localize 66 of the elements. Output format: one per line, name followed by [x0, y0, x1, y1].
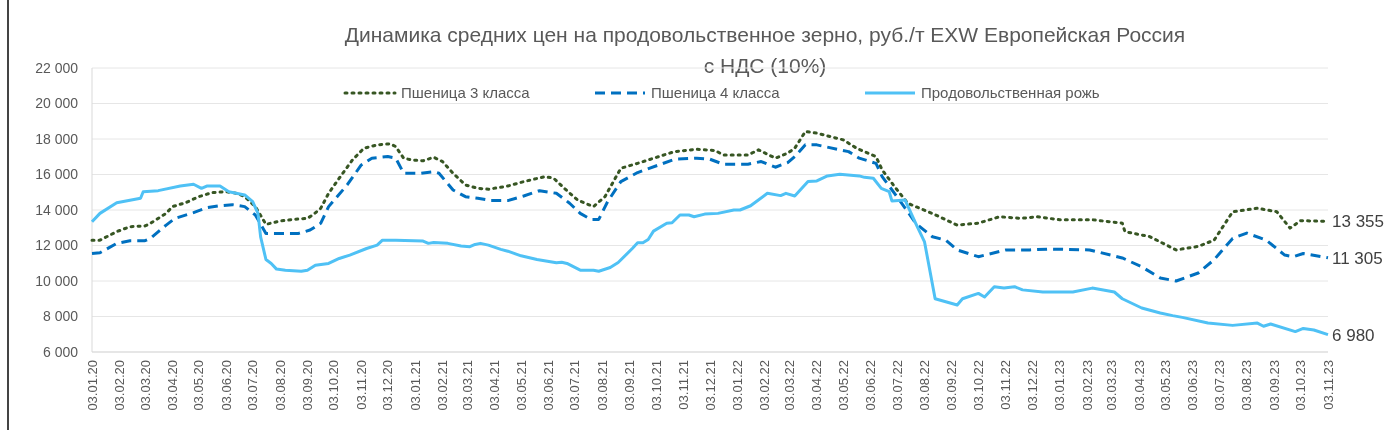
x-tick-label: 03.06.22 [863, 360, 879, 411]
legend-label: Пшеница 3 класса [401, 84, 531, 102]
x-tick-label: 03.10.22 [970, 360, 986, 411]
x-tick-label: 03.02.23 [1079, 360, 1095, 411]
x-tick-label: 03.06.20 [218, 360, 234, 411]
x-tick-label: 03.09.20 [299, 360, 315, 411]
x-tick-label: 03.10.23 [1293, 360, 1309, 411]
x-tick-label: 03.07.21 [567, 360, 583, 411]
x-tick-label: 03.11.23 [1320, 360, 1336, 410]
chart-title: Динамика средних цен на продовольственное зерно, руб./т EXW Европейская Россия [344, 23, 1186, 46]
x-tick-label: 03.03.23 [1104, 360, 1120, 411]
x-tick-label: 03.03.22 [782, 360, 798, 411]
line-series [90, 172, 1330, 337]
x-tick-label: 03.04.23 [1131, 360, 1147, 411]
y-tick-label: 6 000 [42, 343, 79, 360]
x-tick-label: 03.01.20 [84, 360, 100, 411]
annotation: 11 305 [1332, 248, 1383, 268]
x-tick-label: 03.08.20 [272, 360, 288, 411]
x-tick-label: 03.05.22 [835, 360, 851, 411]
x-tick-label: 03.09.22 [944, 360, 960, 411]
x-tick-label: 03.11.22 [998, 360, 1014, 410]
x-tick-label: 03.08.21 [594, 360, 610, 411]
x-tick-label: 03.05.23 [1158, 360, 1174, 411]
x-tick-label: 03.06.23 [1185, 360, 1201, 411]
x-tick-label: 03.07.23 [1211, 360, 1227, 411]
x-tick-label: 03.07.20 [245, 360, 261, 411]
x-tick-label: 03.09.23 [1266, 360, 1282, 411]
x-tick-label: 03.02.20 [111, 360, 127, 411]
x-tick-label: 03.05.20 [191, 360, 207, 411]
y-tick-label: 8 000 [42, 308, 79, 325]
x-tick-label: 03.11.21 [676, 360, 692, 410]
legend-label: Продовольственная рожь [921, 84, 1100, 102]
x-tick-label: 03.02.21 [435, 360, 451, 411]
annotation: 6 980 [1332, 325, 1375, 345]
x-tick-label: 03.08.23 [1239, 360, 1255, 411]
chart-subtitle: с НДС (10%) [703, 54, 827, 77]
x-tick-label: 03.06.21 [540, 360, 556, 411]
x-tick-label: 03.02.22 [757, 360, 773, 411]
x-tick-label: 03.07.22 [889, 360, 905, 411]
x-tick-label: 03.10.20 [326, 360, 342, 411]
x-tick-label: 03.05.21 [513, 360, 529, 411]
x-tick-label: 03.09.21 [622, 360, 638, 411]
x-tick-label: 03.04.22 [809, 360, 825, 411]
x-tick-label: 03.03.20 [137, 360, 153, 411]
annotation: 13 355 [1332, 212, 1384, 232]
x-tick-label: 03.04.20 [164, 360, 180, 411]
x-tick-label: 03.03.21 [459, 360, 475, 411]
x-tick-label: 03.01.21 [407, 360, 423, 411]
x-tick-label: 03.04.21 [487, 360, 503, 411]
x-tick-label: 03.08.22 [917, 360, 933, 411]
legend-label: Пшеница 4 класса [651, 84, 781, 102]
x-tick-label: 03.11.20 [353, 360, 369, 410]
x-tick-label: 03.12.20 [380, 360, 396, 411]
y-tick-label: 18 000 [35, 130, 79, 147]
y-tick-label: 16 000 [35, 166, 79, 183]
x-tick-label: 03.10.21 [648, 360, 664, 411]
x-tick-label: 03.01.22 [729, 360, 745, 411]
y-tick-label: 22 000 [35, 59, 79, 76]
x-tick-label: 03.12.22 [1024, 360, 1040, 411]
y-tick-label: 12 000 [35, 237, 79, 254]
line-series [90, 143, 1330, 283]
x-tick-label: 03.12.21 [702, 360, 718, 411]
y-tick-label: 10 000 [35, 272, 79, 289]
y-tick-label: 14 000 [35, 201, 79, 218]
x-tick-label: 03.01.23 [1052, 360, 1068, 411]
y-tick-label: 20 000 [35, 95, 79, 112]
